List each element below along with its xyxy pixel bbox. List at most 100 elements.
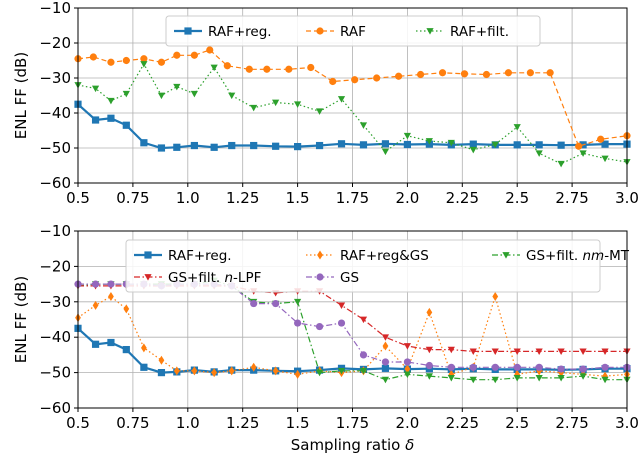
data-point: [601, 348, 609, 355]
data-point: [285, 65, 293, 73]
data-point: [575, 142, 583, 150]
data-point: [122, 121, 130, 129]
y-tick-label: −30: [39, 69, 71, 87]
data-point: [416, 70, 425, 79]
data-point: [395, 72, 403, 80]
x-tick-label: 0.5: [66, 189, 90, 207]
data-point: [513, 363, 521, 371]
data-point: [228, 366, 235, 376]
data-point: [337, 140, 346, 148]
x-tick-label: 2.5: [505, 189, 529, 207]
x-tick-label: 1.25: [226, 414, 259, 432]
x-tick-label: 2.25: [446, 414, 479, 432]
data-point: [381, 376, 390, 384]
data-point: [359, 316, 368, 324]
data-point: [307, 63, 315, 72]
data-point: [535, 141, 543, 149]
data-point: [579, 348, 587, 355]
data-point: [425, 138, 433, 145]
data-point: [173, 143, 181, 151]
data-point: [447, 346, 455, 354]
data-point: [469, 348, 477, 355]
data-point: [513, 141, 521, 149]
data-point: [315, 369, 324, 377]
data-point: [491, 363, 499, 371]
legend-marker: [317, 250, 323, 260]
x-tick-label: 1.0: [176, 189, 200, 207]
data-point: [91, 116, 100, 124]
data-point: [122, 90, 130, 98]
legend-label: GS+filt. n-LPF: [168, 270, 261, 286]
data-point: [329, 77, 337, 86]
legend-label: GS: [340, 270, 359, 286]
data-point: [482, 70, 491, 79]
x-tick-label: 1.75: [336, 189, 369, 207]
data-point: [438, 69, 447, 77]
data-point: [272, 99, 280, 107]
legend-marker: [144, 251, 152, 259]
data-point: [491, 141, 499, 149]
data-point: [141, 343, 147, 353]
data-point: [469, 140, 477, 148]
series-line: [77, 327, 627, 374]
data-point: [92, 300, 99, 310]
data-point: [140, 363, 148, 371]
data-point: [425, 361, 433, 370]
data-point: [381, 148, 390, 156]
legend-label: GS+filt. nm-MT: [526, 248, 630, 264]
series-line: [78, 285, 627, 352]
data-point: [469, 376, 477, 384]
chart-panel-1: 0.5 0.75 1.0 1.25 1.5 1.75 2.0 2.25 2.5 2.75 3.0 −6…: [12, 0, 639, 207]
data-point: [535, 375, 543, 382]
data-point: [223, 62, 231, 70]
data-point: [535, 150, 543, 157]
x-axis-label: Sampling ratio δ: [291, 436, 415, 454]
legend-item: RAF+reg.: [134, 248, 232, 264]
data-point: [190, 51, 198, 59]
legend-marker: [144, 274, 152, 281]
data-point: [294, 369, 301, 379]
data-point: [315, 108, 324, 115]
data-point: [579, 373, 587, 380]
data-point: [173, 83, 181, 91]
y-tick-label: −30: [39, 293, 71, 311]
data-point: [359, 367, 368, 375]
data-point: [107, 280, 115, 288]
y-tick-label: −20: [39, 257, 71, 275]
x-tick-label: 0.5: [66, 414, 90, 432]
data-point: [191, 366, 198, 376]
series-raf: [74, 46, 631, 150]
data-point: [381, 334, 390, 341]
y-tick-label: −20: [39, 34, 71, 52]
data-point: [250, 104, 258, 112]
data-point: [535, 348, 543, 355]
y-tick-label: −40: [39, 328, 71, 346]
x-tick-label: 2.25: [446, 189, 479, 207]
data-point: [359, 122, 368, 129]
x-tick-label: 0.75: [116, 414, 149, 432]
data-point: [601, 363, 609, 371]
data-point: [228, 92, 236, 100]
data-point: [272, 142, 280, 150]
y-tick-label: −50: [39, 139, 71, 157]
x-tick-label: 0.75: [116, 189, 149, 207]
y-tick-label: −50: [39, 364, 71, 382]
data-point: [250, 299, 258, 308]
y-tick-label: −10: [39, 0, 71, 17]
data-point: [504, 69, 513, 77]
x-tick-label: 2.0: [395, 414, 419, 432]
data-point: [211, 368, 218, 378]
x-tick-label: 2.0: [395, 189, 419, 207]
data-point: [403, 343, 411, 350]
data-point: [359, 141, 368, 149]
data-point: [250, 362, 257, 372]
data-point: [381, 140, 390, 148]
data-point: [263, 65, 271, 73]
data-point: [294, 143, 302, 151]
legend-marker: [426, 28, 434, 35]
data-point: [351, 76, 359, 84]
legend-item: RAF+reg.: [174, 24, 272, 40]
data-point: [557, 160, 565, 168]
data-point: [513, 124, 521, 131]
